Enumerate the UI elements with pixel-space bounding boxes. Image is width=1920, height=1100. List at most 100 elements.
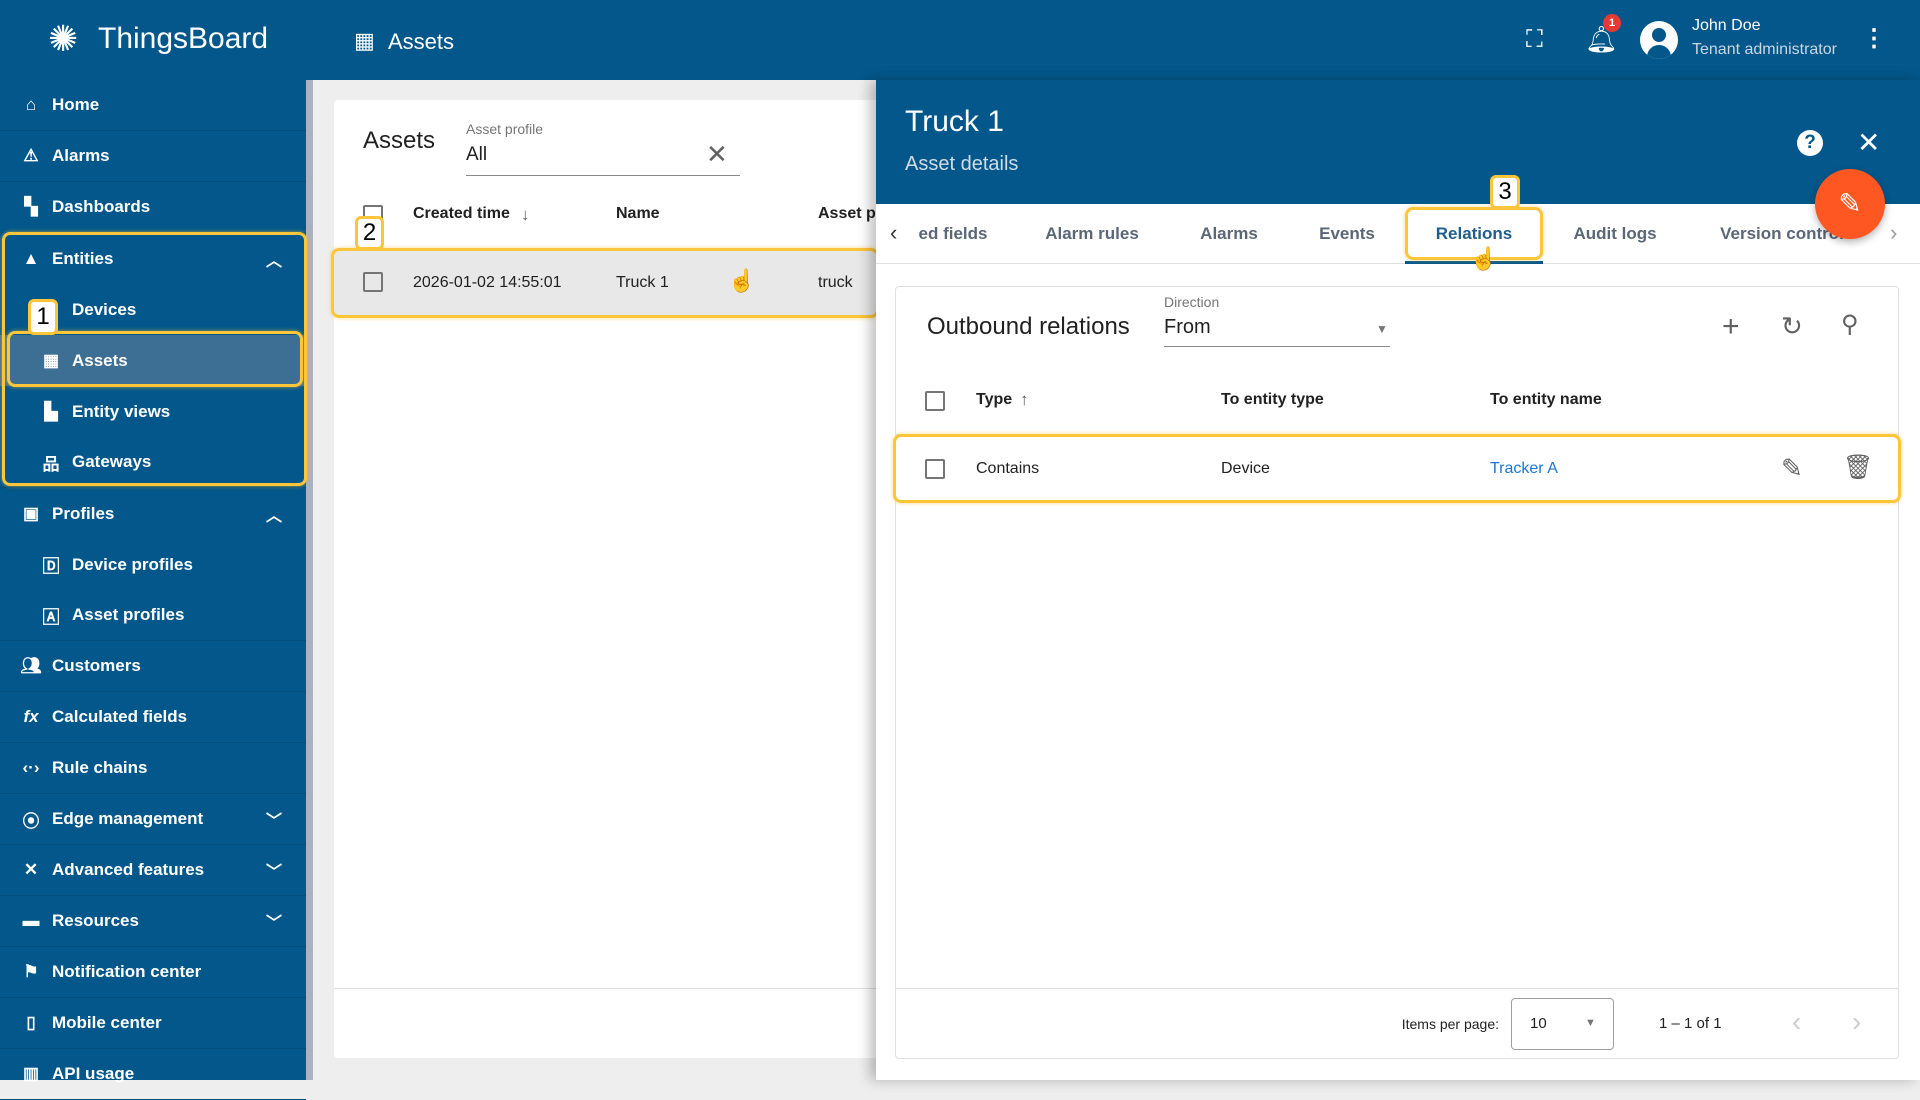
entities-highlight	[2, 232, 307, 486]
sidebar-item-device-profiles[interactable]: 🄳 Device profiles	[0, 539, 306, 590]
close-icon[interactable]: ✕	[1857, 127, 1881, 158]
assets-title: Assets	[363, 127, 436, 154]
next-page-icon[interactable]: ›	[1852, 1006, 1862, 1037]
column-type[interactable]: Type	[976, 391, 1013, 408]
details-subtitle: Asset details	[905, 153, 1019, 175]
sidebar-item-asset-profiles[interactable]: 🄰 Asset profiles	[0, 590, 306, 641]
supervisor-icon: 👥︎	[20, 656, 42, 675]
tab-alarms[interactable]: Alarms	[1200, 224, 1258, 243]
asset-profile-icon: 🄰	[42, 607, 60, 627]
arrow-downward-icon: ↓	[521, 205, 530, 224]
sidebar-item-api-usage[interactable]: ▥ API usage	[0, 1049, 306, 1100]
tab-relations[interactable]: Relations	[1435, 224, 1513, 243]
sidebar-item-label: Entities	[52, 248, 114, 268]
column-name[interactable]: Name	[616, 205, 660, 222]
sidebar-item-profiles[interactable]: ▣ Profiles ︿	[0, 488, 306, 539]
sidebar-item-label: Advanced features	[52, 860, 205, 879]
direction-label: Direction	[1164, 294, 1220, 310]
hand-cursor-icon: ☝	[1470, 246, 1498, 271]
sidebar-item-resources[interactable]: ▬ Resources ﹀	[0, 896, 306, 947]
sidebar-item-assets[interactable]: ▦ Assets	[0, 335, 306, 386]
relations-card	[895, 286, 1899, 1059]
chevron-right-icon[interactable]: ›	[1890, 220, 1898, 245]
app-name[interactable]: ThingsBoard	[98, 22, 269, 55]
table-row[interactable]	[334, 250, 876, 316]
tab-events[interactable]: Events	[1319, 224, 1375, 243]
row-checkbox[interactable]	[925, 459, 945, 479]
items-per-page-label: Items per page:	[1401, 1016, 1499, 1032]
add-icon[interactable]: +	[1722, 310, 1740, 343]
entity-name-link[interactable]: Tracker A	[1490, 460, 1558, 477]
device-profile-icon: 🄳	[42, 557, 60, 576]
edit-icon[interactable]: ✎	[1781, 453, 1803, 483]
thingsboard-logo-icon: ✺	[48, 18, 79, 59]
sidebar-item-notification-center[interactable]: ⚑ Notification center	[0, 947, 306, 998]
tab-alarm-rules[interactable]: Alarm rules	[1045, 224, 1139, 243]
asset-profile-input[interactable]: All	[466, 144, 740, 176]
sidebar-item-customers[interactable]: 👥︎ Customers	[0, 641, 306, 692]
column-asset-profile[interactable]: Asset p	[818, 205, 876, 222]
column-to-entity-name[interactable]: To entity name	[1490, 391, 1602, 408]
column-to-entity-type[interactable]: To entity type	[1221, 391, 1324, 408]
search-icon[interactable]: ⚲	[1841, 311, 1859, 338]
tab-version-control[interactable]: Version control	[1720, 224, 1844, 243]
sidebar-item-edge-management[interactable]: ⦿ Edge management ﹀	[0, 794, 306, 845]
row-highlight	[331, 248, 879, 318]
sidebar-item-entities[interactable]: ▲ Entities ︿	[0, 233, 306, 284]
chevron-left-icon[interactable]: ‹	[890, 220, 898, 245]
step-badge-1: 1	[28, 299, 58, 335]
sidebar-item-alarms[interactable]: ⚠ Alarms	[0, 131, 306, 182]
type-cell: Contains	[976, 460, 1040, 477]
relations-tab-highlight	[1405, 207, 1543, 260]
hand-cursor-icon: ☝	[728, 268, 756, 293]
badge-icon: ▣	[22, 503, 40, 523]
fullscreen-icon[interactable]: ⛶	[1526, 26, 1543, 53]
sidebar-item-label: Devices	[72, 299, 137, 319]
sidebar: ⌂ Home ⚠ Alarms ▚ Dashboards ▲ Entities ︿ ▯ De…	[0, 80, 306, 1100]
clear-icon[interactable]: ✕	[706, 139, 728, 169]
dropdown-arrow-icon: ▼	[1585, 1017, 1596, 1029]
sidebar-item-home[interactable]: ⌂ Home	[0, 80, 306, 131]
gateway-icon: 品	[42, 454, 60, 474]
details-header	[876, 80, 1920, 204]
help-icon[interactable]: ?	[1797, 130, 1823, 156]
sidebar-item-gateways[interactable]: 品 Gateways	[0, 437, 306, 488]
sidebar-item-entity-views[interactable]: ▙ Entity views	[0, 386, 306, 437]
row-checkbox[interactable]	[363, 272, 383, 292]
sidebar-item-dashboards[interactable]: ▚ Dashboards	[0, 182, 306, 233]
chevron-up-icon: ︿	[266, 507, 283, 525]
sidebar-scrollbar[interactable]	[306, 80, 313, 1080]
sidebar-item-mobile-center[interactable]: ▯ Mobile center	[0, 998, 306, 1049]
user-role: Tenant administrator	[1692, 41, 1837, 58]
step-badge-2: 2	[355, 216, 384, 250]
sidebar-item-calculated-fields[interactable]: fx Calculated fields	[0, 692, 306, 743]
sidebar-item-label: Customers	[52, 656, 141, 675]
items-per-page-value: 10	[1530, 1015, 1547, 1032]
more-vert-icon[interactable]: ⋮	[1862, 25, 1886, 52]
divider	[896, 988, 1898, 989]
entity-type-cell: Device	[1221, 460, 1270, 477]
items-per-page-select[interactable]: 10 ▼	[1511, 998, 1614, 1050]
function-icon: fx	[23, 707, 39, 726]
delete-icon[interactable]: 🗑︎	[1843, 454, 1874, 481]
active-tab-indicator	[1405, 261, 1543, 264]
avatar[interactable]	[1640, 21, 1678, 59]
sidebar-item-rule-chains[interactable]: ‹·› Rule chains	[0, 743, 306, 794]
domain-icon: ▦	[42, 350, 60, 370]
pagination-range: 1 – 1 of 1	[1659, 1015, 1722, 1032]
tab-audit-logs[interactable]: Audit logs	[1573, 224, 1657, 243]
column-created-time[interactable]: Created time	[413, 205, 510, 222]
select-all-checkbox[interactable]	[925, 391, 945, 411]
refresh-icon[interactable]: ↻	[1781, 311, 1803, 341]
settings-ethernet-icon: ‹·›	[22, 758, 40, 777]
chevron-up-icon: ︿	[266, 252, 283, 270]
sidebar-item-label: Dashboards	[52, 197, 151, 216]
previous-page-icon[interactable]: ‹	[1792, 1006, 1802, 1037]
edit-fab-button[interactable]: ✎	[1815, 169, 1885, 239]
sidebar-item-label: Home	[52, 95, 100, 114]
chevron-down-icon: ﹀	[266, 864, 283, 881]
direction-select[interactable]: From	[1164, 316, 1390, 347]
sidebar-item-advanced-features[interactable]: ✕ Advanced features ﹀	[0, 845, 306, 896]
sidebar-item-label: API usage	[52, 1064, 135, 1083]
tab-calculated-fields[interactable]: ed fields	[918, 224, 988, 243]
